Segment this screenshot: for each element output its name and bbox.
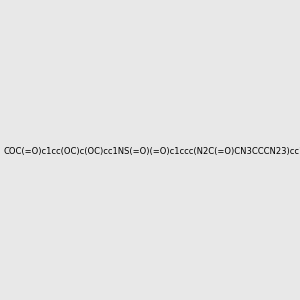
Text: COC(=O)c1cc(OC)c(OC)cc1NS(=O)(=O)c1ccc(N2C(=O)CN3CCCN23)cc1: COC(=O)c1cc(OC)c(OC)cc1NS(=O)(=O)c1ccc(N… xyxy=(3,147,300,156)
